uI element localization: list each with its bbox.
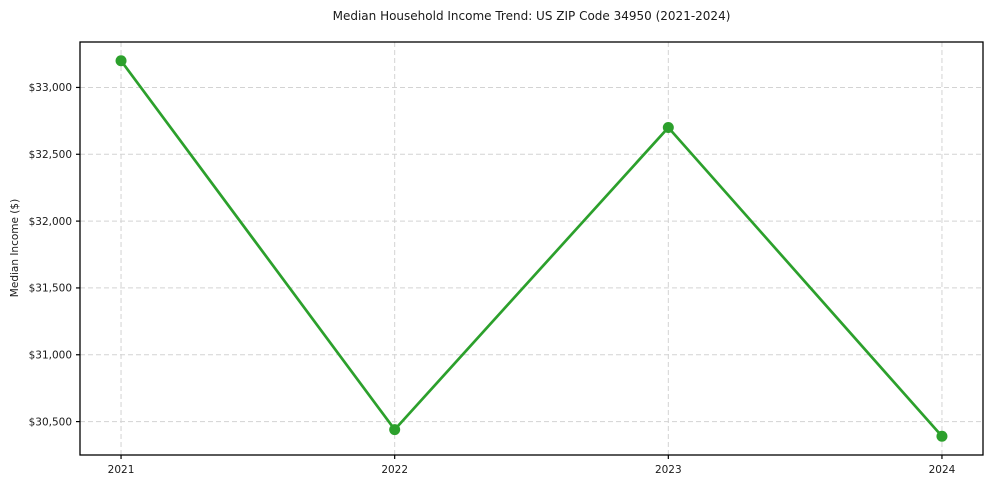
data-point-marker: [389, 424, 401, 436]
y-tick-label: $31,500: [29, 283, 72, 295]
chart-title: Median Household Income Trend: US ZIP Co…: [332, 9, 731, 23]
data-point-marker: [662, 122, 674, 134]
trend-line: [119, 59, 944, 438]
plot-border: [79, 41, 984, 456]
x-tick-label: 2022: [381, 464, 408, 476]
x-tick-label: 2023: [655, 464, 682, 476]
x-tick-label: 2021: [108, 464, 135, 476]
y-tick-label: $32,000: [29, 216, 72, 228]
y-tick-label: $33,000: [29, 82, 72, 94]
x-tick-label: 2024: [929, 464, 956, 476]
y-tick-label: $30,500: [29, 416, 72, 428]
data-point-marker: [115, 55, 127, 67]
y-tick-label: $32,500: [29, 149, 72, 161]
data-point-marker: [936, 430, 948, 442]
y-tick-label: $31,000: [29, 350, 72, 362]
